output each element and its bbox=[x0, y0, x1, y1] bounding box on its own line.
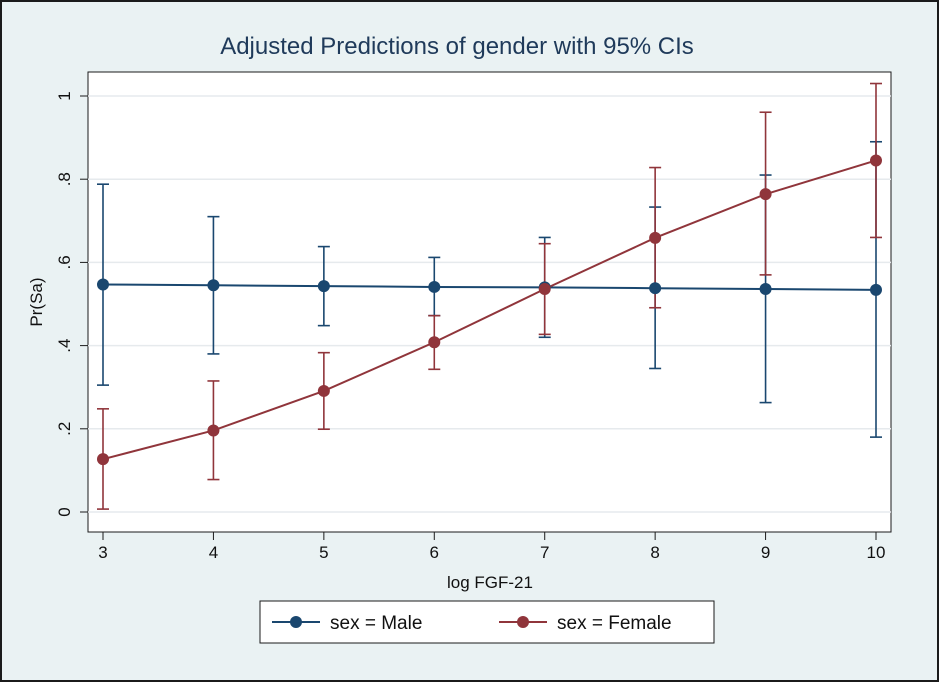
point-female bbox=[317, 384, 330, 397]
line-male bbox=[102, 283, 877, 291]
legend-box bbox=[259, 600, 715, 644]
y-tick-label: .8 bbox=[55, 172, 74, 186]
grid-lines bbox=[88, 95, 891, 513]
x-axis-title: log FGF-21 bbox=[447, 573, 533, 592]
point-female bbox=[538, 283, 551, 296]
point-female bbox=[97, 453, 109, 466]
point-female bbox=[428, 336, 441, 349]
point-female bbox=[870, 154, 882, 167]
x-tick-label: 8 bbox=[650, 543, 659, 562]
point-male bbox=[97, 278, 109, 291]
point-male bbox=[649, 282, 662, 295]
y-tick-label: 0 bbox=[55, 507, 74, 516]
line-female bbox=[102, 159, 877, 461]
point-female bbox=[207, 424, 220, 437]
point-male bbox=[317, 280, 330, 293]
point-male bbox=[759, 283, 772, 296]
x-tick-label: 9 bbox=[761, 543, 770, 562]
x-tick-label: 5 bbox=[319, 543, 328, 562]
x-tick-label: 6 bbox=[430, 543, 439, 562]
legend: sex = Male sex = Female bbox=[259, 600, 715, 644]
chart-title: Adjusted Predictions of gender with 95% … bbox=[220, 33, 694, 60]
axes: 0 .2 .4 .6 .8 1 3 4 5 6 7 8 9 10 bbox=[55, 91, 885, 562]
y-tick-label: 1 bbox=[55, 91, 74, 100]
legend-female-label: sex = Female bbox=[557, 613, 672, 634]
legend-male-marker bbox=[290, 616, 302, 628]
x-tick-label: 10 bbox=[867, 543, 886, 562]
plot-area bbox=[87, 71, 892, 533]
x-tick-label: 4 bbox=[209, 543, 218, 562]
point-female bbox=[649, 231, 662, 244]
y-tick-label: .4 bbox=[55, 339, 74, 353]
y-tick-label: .2 bbox=[55, 422, 74, 436]
legend-male-label: sex = Male bbox=[330, 613, 422, 634]
point-male bbox=[428, 280, 441, 293]
y-axis-title: Pr(Sa) bbox=[27, 277, 46, 326]
series-layer bbox=[97, 82, 882, 510]
x-tick-label: 7 bbox=[540, 543, 549, 562]
x-tick-label: 3 bbox=[98, 543, 107, 562]
legend-female-marker bbox=[517, 616, 529, 628]
y-tick-label: .6 bbox=[55, 255, 74, 269]
point-female bbox=[759, 188, 772, 201]
point-male bbox=[870, 283, 882, 296]
point-male bbox=[207, 279, 220, 292]
